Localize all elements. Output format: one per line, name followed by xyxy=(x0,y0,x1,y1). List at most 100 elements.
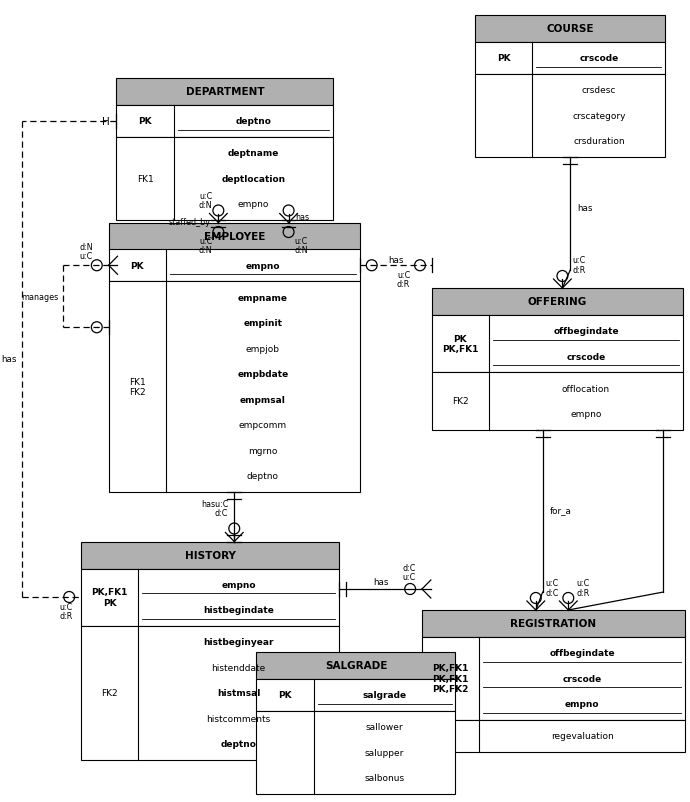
Text: histcomments: histcomments xyxy=(206,714,270,723)
Text: empno: empno xyxy=(571,410,602,419)
Text: PK,FK1
PK,FK1
PK,FK2: PK,FK1 PK,FK1 PK,FK2 xyxy=(433,663,469,693)
Bar xyxy=(475,75,665,158)
Text: REGISTRATION: REGISTRATION xyxy=(511,618,597,629)
Text: salbonus: salbonus xyxy=(364,773,404,782)
Bar xyxy=(422,719,685,752)
Text: offbegindate: offbegindate xyxy=(553,327,619,336)
Text: manages: manages xyxy=(21,293,59,302)
Text: crscategory: crscategory xyxy=(572,111,626,120)
Text: empno: empno xyxy=(238,200,269,209)
Bar xyxy=(475,16,665,43)
Text: empno: empno xyxy=(221,580,256,589)
Text: empno: empno xyxy=(565,699,600,708)
Text: crscode: crscode xyxy=(562,674,602,683)
Bar xyxy=(117,137,333,221)
Text: d:R: d:R xyxy=(576,589,589,597)
Text: deptname: deptname xyxy=(228,149,279,158)
Bar xyxy=(432,289,683,316)
Text: d:C: d:C xyxy=(402,564,416,573)
Text: deptno: deptno xyxy=(235,117,271,126)
Bar xyxy=(108,223,360,250)
Text: empinit: empinit xyxy=(244,319,282,328)
Text: d:C: d:C xyxy=(215,508,228,518)
Text: empmsal: empmsal xyxy=(240,395,286,404)
Text: PK: PK xyxy=(497,55,511,63)
Bar xyxy=(108,250,360,282)
Text: u:C: u:C xyxy=(576,579,589,588)
Text: d:R: d:R xyxy=(397,279,410,289)
Text: COURSE: COURSE xyxy=(546,25,594,34)
Text: empbdate: empbdate xyxy=(237,370,288,379)
Text: mgrno: mgrno xyxy=(248,446,277,456)
Text: has: has xyxy=(577,204,593,213)
Text: PK: PK xyxy=(138,117,152,126)
Text: deptno: deptno xyxy=(247,472,279,480)
Text: u:C: u:C xyxy=(199,192,213,200)
Text: has: has xyxy=(295,213,310,221)
Text: d:R: d:R xyxy=(572,266,586,275)
Text: d:N: d:N xyxy=(295,246,308,255)
Text: hasu:C: hasu:C xyxy=(201,500,228,508)
Bar xyxy=(257,711,455,794)
Text: deptno: deptno xyxy=(221,739,257,748)
Text: u:C: u:C xyxy=(79,252,93,261)
Text: offbegindate: offbegindate xyxy=(549,649,615,658)
Bar xyxy=(257,679,455,711)
Text: H: H xyxy=(102,116,110,127)
Text: OFFERING: OFFERING xyxy=(528,297,587,307)
Text: EMPLOYEE: EMPLOYEE xyxy=(204,232,265,241)
Bar xyxy=(432,316,683,373)
Bar xyxy=(117,79,333,106)
Text: salupper: salupper xyxy=(365,747,404,757)
Text: d:R: d:R xyxy=(59,612,72,621)
Bar xyxy=(475,43,665,75)
Bar xyxy=(81,626,339,760)
Text: SALGRADE: SALGRADE xyxy=(325,661,387,670)
Text: PK: PK xyxy=(130,261,144,270)
Text: u:C: u:C xyxy=(546,579,559,588)
Text: staffed_by: staffed_by xyxy=(168,217,210,226)
Text: PK,FK1
PK: PK,FK1 PK xyxy=(91,588,128,607)
Text: DEPARTMENT: DEPARTMENT xyxy=(186,87,264,97)
Bar xyxy=(422,638,685,719)
Text: u:C: u:C xyxy=(59,603,72,612)
Text: u:C: u:C xyxy=(295,237,308,246)
Bar xyxy=(81,569,339,626)
Text: sallower: sallower xyxy=(366,723,404,731)
Text: offlocation: offlocation xyxy=(562,384,610,393)
Bar xyxy=(81,542,339,569)
Bar xyxy=(257,652,455,679)
Text: FK2: FK2 xyxy=(452,397,469,406)
Text: salgrade: salgrade xyxy=(362,691,406,699)
Text: crscode: crscode xyxy=(566,352,606,361)
Text: for_a: for_a xyxy=(549,506,571,515)
Bar xyxy=(108,282,360,492)
Bar xyxy=(432,373,683,431)
Text: u:C: u:C xyxy=(199,237,213,246)
Text: deptlocation: deptlocation xyxy=(221,175,286,184)
Text: u:C: u:C xyxy=(572,256,586,265)
Text: d:N: d:N xyxy=(79,242,93,252)
Text: histbegindate: histbegindate xyxy=(204,606,274,614)
Text: crsduration: crsduration xyxy=(573,137,624,146)
Text: u:C: u:C xyxy=(402,573,416,581)
Text: PK: PK xyxy=(278,691,292,699)
Text: empjob: empjob xyxy=(246,344,280,354)
Bar xyxy=(117,106,333,137)
Text: empcomm: empcomm xyxy=(239,421,287,430)
Text: d:C: d:C xyxy=(546,589,559,597)
Text: empname: empname xyxy=(238,294,288,302)
Text: histmsal: histmsal xyxy=(217,688,260,698)
Text: histenddate: histenddate xyxy=(212,663,266,672)
Text: HISTORY: HISTORY xyxy=(185,550,235,561)
Text: empno: empno xyxy=(246,261,280,270)
Bar xyxy=(422,610,685,638)
Text: has: has xyxy=(1,355,17,364)
Text: histbeginyear: histbeginyear xyxy=(204,638,274,646)
Text: FK1
FK2: FK1 FK2 xyxy=(129,377,146,397)
Text: has: has xyxy=(388,255,404,265)
Text: FK2: FK2 xyxy=(101,688,118,698)
Text: regevaluation: regevaluation xyxy=(551,731,613,740)
Text: crsdesc: crsdesc xyxy=(582,86,616,95)
Text: d:N: d:N xyxy=(199,246,213,255)
